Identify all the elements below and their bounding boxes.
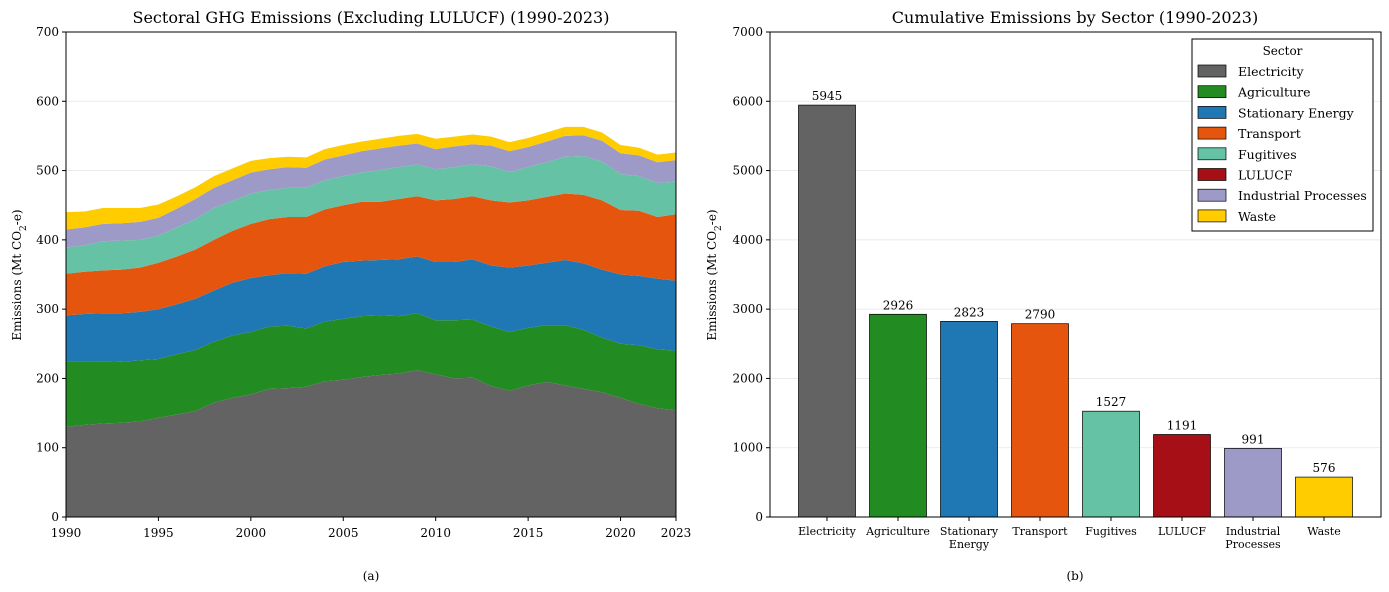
chart-a-x-tick-label: 2010 — [420, 526, 451, 540]
chart-b-y-tick-label: 7000 — [732, 25, 763, 39]
bar-electricity — [798, 104, 856, 518]
chart-a-y-tick-label: 0 — [51, 510, 59, 524]
bar-value-label: 991 — [1242, 432, 1265, 446]
chart-a-y-tick-label: 200 — [36, 371, 59, 385]
area-series-transport — [66, 193, 676, 316]
legend-swatch-waste — [1197, 209, 1227, 223]
chart-b-x-tick-label: Industrial — [1226, 525, 1281, 538]
chart-a-y-tick-label: 500 — [36, 164, 59, 178]
legend-title: Sector — [1263, 44, 1303, 58]
legend-swatch-stationary-energy — [1197, 106, 1227, 119]
chart-b-caption: (b) — [1066, 569, 1083, 583]
legend-swatch-electricity — [1197, 64, 1227, 78]
area-series-industrial-processes — [66, 135, 676, 248]
legend-label: Waste — [1238, 209, 1276, 224]
bar-value-label: 2790 — [1025, 308, 1056, 322]
bar-value-label: 576 — [1313, 461, 1336, 475]
bar-value-label: 1191 — [1167, 418, 1198, 432]
chart-a-caption: (a) — [363, 569, 380, 583]
chart-a-x-tick-label: 2000 — [236, 526, 267, 540]
bar-value-label: 2823 — [954, 305, 985, 319]
bar-lulucf — [1153, 434, 1211, 518]
chart-a-y-tick-label: 300 — [36, 302, 59, 316]
chart-b-title: Cumulative Emissions by Sector (1990-202… — [892, 8, 1258, 27]
chart-b-x-tick-label: Processes — [1225, 538, 1281, 551]
chart-a-y-tick-label: 100 — [36, 441, 59, 455]
chart-b-y-tick-label: 4000 — [732, 233, 763, 247]
chart-a-x-tick-label: 1995 — [143, 526, 174, 540]
chart-b-bars: 5945 2926 2823 2790 1527 1191 991 576 — [798, 89, 1353, 518]
bar-value-label: 2926 — [883, 298, 914, 312]
chart-a-y-axis: 0 100 200 300 400 500 600 700 — [36, 25, 66, 524]
legend-label: Fugitives — [1238, 147, 1297, 162]
chart-b-x-tick-label: Waste — [1307, 525, 1340, 538]
legend-label: Transport — [1238, 126, 1301, 141]
bar-industrial-processes — [1224, 447, 1282, 518]
chart-a-x-tick-label: 1990 — [51, 526, 82, 540]
area-series-electricity — [66, 370, 676, 517]
legend-label: Industrial Processes — [1238, 188, 1367, 203]
bar-fugitives — [1082, 410, 1140, 518]
chart-a-x-tick-label: 2023 — [661, 526, 692, 540]
area-series-fugitives — [66, 156, 676, 274]
chart-b-y-tick-label: 0 — [755, 510, 763, 524]
chart-b-y-tick-label: 3000 — [732, 302, 763, 316]
bar-waste — [1295, 476, 1353, 518]
chart-b-y-axis: 0 1000 2000 3000 4000 5000 6000 7000 — [732, 25, 770, 524]
chart-a-x-tick-label: 2020 — [605, 526, 636, 540]
legend-swatch-agriculture — [1197, 85, 1227, 99]
chart-a-x-axis: 1990 1995 2000 2005 2010 2015 2020 2023 — [51, 517, 692, 540]
legend-swatch-fugitives — [1197, 147, 1227, 161]
chart-b-x-tick-label: Stationary — [940, 525, 999, 538]
chart-b-y-tick-label: 1000 — [732, 441, 763, 455]
legend-swatch-industrial-processes — [1197, 188, 1227, 202]
bar-transport — [1011, 323, 1069, 518]
chart-a-y-tick-label: 600 — [36, 94, 59, 108]
chart-b-y-tick-label: 6000 — [732, 94, 763, 108]
chart-b-x-tick-label: LULUCF — [1158, 525, 1206, 538]
legend-label: Stationary Energy — [1238, 105, 1355, 120]
chart-a-x-tick-label: 2015 — [513, 526, 544, 540]
bar-chart: Cumulative Emissions by Sector (1990-202… — [705, 8, 1382, 583]
chart-b-x-tick-label: Energy — [949, 538, 990, 551]
chart-a-title: Sectoral GHG Emissions (Excluding LULUCF… — [133, 8, 610, 27]
chart-a-plot-frame — [65, 31, 677, 518]
chart-b-legend: Sector Electricity Agriculture Stationary E… — [1191, 38, 1374, 232]
chart-b-y-axis-label: Emissions (Mt CO2-e) — [705, 209, 724, 340]
bar-agriculture — [869, 313, 927, 518]
legend-label: Agriculture — [1237, 85, 1311, 100]
chart-a-areas — [66, 126, 676, 517]
area-series-waste — [66, 126, 676, 230]
chart-a-y-tick-label: 400 — [36, 233, 59, 247]
area-series-stationary-energy — [66, 256, 676, 362]
chart-b-plot-frame — [769, 31, 1382, 518]
bar-value-label: 1527 — [1096, 395, 1127, 409]
chart-a-x-tick-label: 2005 — [328, 526, 359, 540]
chart-b-y-tick-label: 5000 — [732, 164, 763, 178]
chart-b-x-tick-label: Transport — [1012, 525, 1068, 538]
chart-b-x-tick-label: Electricity — [798, 525, 857, 538]
chart-b-x-tick-label: Agriculture — [865, 525, 930, 538]
bar-stationary-energy — [940, 321, 998, 518]
chart-b-x-tick-label: Fugitives — [1085, 525, 1137, 538]
stacked-area-chart: Sectoral GHG Emissions (Excluding LULUCF… — [10, 8, 691, 583]
chart-a-y-axis-label: Emissions (Mt CO2-e) — [10, 209, 29, 340]
chart-a-y-tick-label: 700 — [36, 25, 59, 39]
area-series-agriculture — [66, 313, 676, 427]
legend-swatch-lulucf — [1197, 168, 1227, 181]
legend-swatch-transport — [1197, 126, 1227, 140]
legend-label: LULUCF — [1238, 168, 1293, 183]
chart-b-y-tick-label: 2000 — [732, 371, 763, 385]
legend-label: Electricity — [1238, 64, 1305, 79]
bar-value-label: 5945 — [812, 89, 843, 103]
